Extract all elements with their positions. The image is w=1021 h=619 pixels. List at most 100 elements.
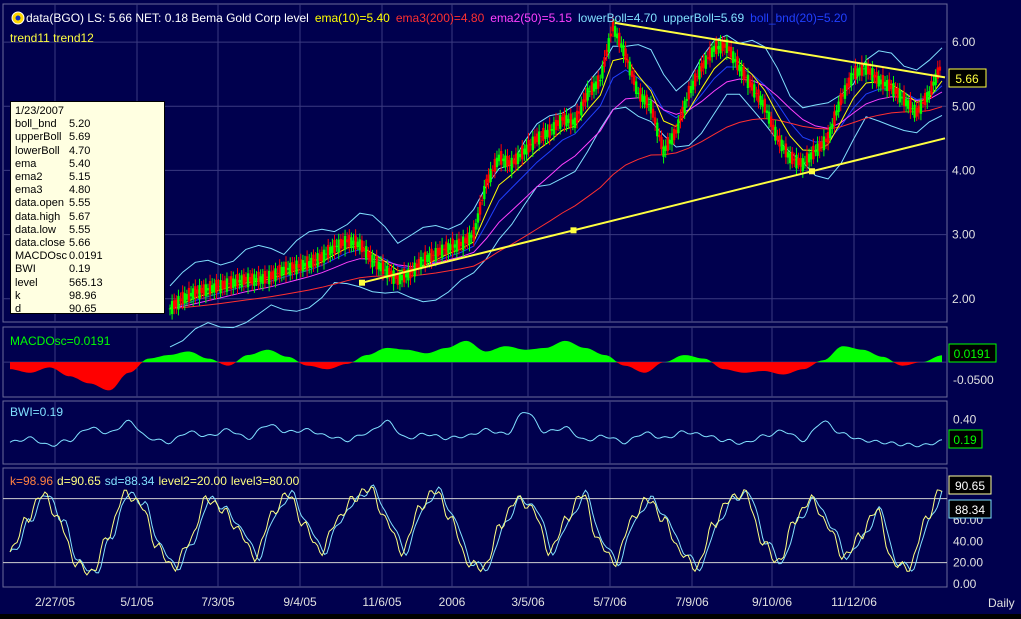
candle-body: [845, 83, 849, 90]
candle-body: [729, 46, 733, 58]
candle-body: [934, 73, 937, 85]
candle-body: [478, 201, 482, 215]
candle-body: [335, 245, 338, 248]
candle-body: [430, 248, 433, 262]
candle-body: [793, 158, 796, 161]
candle-body: [208, 280, 212, 295]
candle-body: [297, 264, 300, 268]
candle-body: [502, 158, 505, 162]
candle-body: [314, 259, 317, 262]
trend11-line[interactable]: [614, 21, 946, 79]
candle-body: [761, 100, 764, 107]
stoch-d-badge: 90.65: [948, 475, 992, 495]
candle-body: [386, 265, 389, 279]
candle-body: [592, 83, 596, 92]
candle-body: [717, 46, 720, 50]
candle-body: [938, 66, 942, 71]
candle-body: [394, 276, 397, 279]
candle-body: [343, 235, 347, 250]
candle-body: [875, 71, 878, 84]
candle-body: [540, 136, 543, 138]
candle-body: [331, 245, 334, 254]
candle-body: [301, 260, 305, 272]
candle-body: [324, 253, 328, 255]
candle-body: [561, 117, 564, 121]
candle-body: [710, 47, 714, 58]
tooltip-row: data.close 5.66: [15, 237, 160, 250]
candle-body: [238, 279, 241, 283]
trend12-line[interactable]: [361, 137, 946, 284]
tooltip-key: lowerBoll: [15, 144, 60, 157]
candle-body: [227, 283, 231, 285]
candle-body: [219, 280, 222, 294]
candle-body: [274, 268, 277, 282]
candle-body: [341, 239, 345, 246]
candle-body: [177, 295, 180, 310]
candle-body: [499, 151, 503, 165]
tooltip-row: upperBoll 5.69: [15, 131, 160, 144]
candle-body: [871, 68, 874, 82]
candle-body: [601, 65, 604, 79]
candle-body: [639, 88, 642, 102]
trendline-handle[interactable]: [570, 227, 577, 234]
candle-body: [383, 269, 387, 271]
candle-body: [303, 262, 307, 267]
candle-body: [820, 141, 823, 148]
candle-body: [746, 74, 750, 89]
tooltip-value: 5.69: [69, 131, 91, 144]
bwi-legend: BWI=0.19: [10, 405, 63, 419]
bwi-panel[interactable]: [2, 400, 948, 465]
candle-body: [618, 32, 621, 47]
tooltip-row: d 90.65: [15, 303, 160, 316]
candle-body: [381, 260, 385, 275]
svg-text:88.34: 88.34: [955, 503, 985, 517]
candle-body: [759, 95, 762, 105]
candle-body: [320, 252, 324, 262]
candle-body: [367, 251, 370, 258]
tooltip-key: boll_bnd: [15, 118, 57, 131]
legend-item: ema2(50)=5.15: [490, 11, 572, 25]
candle-body: [282, 266, 286, 274]
candle-body: [719, 41, 722, 54]
tooltip-value: 4.70: [69, 144, 91, 157]
candle-body: [850, 72, 853, 86]
candle-body: [791, 151, 794, 165]
candle-body: [246, 273, 250, 288]
trendline-handle[interactable]: [359, 279, 365, 286]
candle-body: [664, 145, 667, 151]
trendline-handle[interactable]: [809, 168, 815, 175]
tooltip-row: ema 5.40: [15, 158, 160, 171]
candle-body: [769, 116, 773, 127]
candle-body: [847, 77, 851, 87]
candle-body: [679, 116, 682, 122]
candle-body: [329, 246, 332, 256]
candle-body: [666, 137, 669, 151]
ema50-line: [169, 78, 943, 309]
stoch-sd-badge: 88.34: [948, 499, 992, 519]
candle-body: [902, 92, 906, 106]
macd-legend: MACDOsc=0.0191: [10, 334, 111, 348]
candle-body: [453, 244, 456, 248]
candle-body: [599, 80, 602, 82]
tooltip-key: data.close: [15, 237, 66, 250]
candle-body: [210, 285, 214, 292]
macd-value-badge: 0.0191: [948, 343, 997, 363]
tooltip-row: ema3 4.80: [15, 184, 160, 197]
candle-body: [858, 67, 861, 76]
candle-body: [417, 258, 421, 270]
legend-item: sd=88.34: [105, 474, 155, 488]
candle-body: [272, 270, 275, 279]
svg-text:90.65: 90.65: [955, 479, 985, 493]
candle-body: [468, 232, 471, 245]
candle-body: [624, 48, 627, 61]
candle-body: [687, 85, 691, 100]
y-tick-label: -0.0500: [953, 373, 994, 387]
candle-body: [788, 153, 792, 164]
candle-body: [461, 236, 465, 251]
candle-body: [615, 33, 619, 39]
candle-body: [434, 248, 437, 262]
candle-body: [586, 87, 589, 101]
candle-body: [603, 57, 606, 67]
candle-body: [221, 280, 224, 289]
